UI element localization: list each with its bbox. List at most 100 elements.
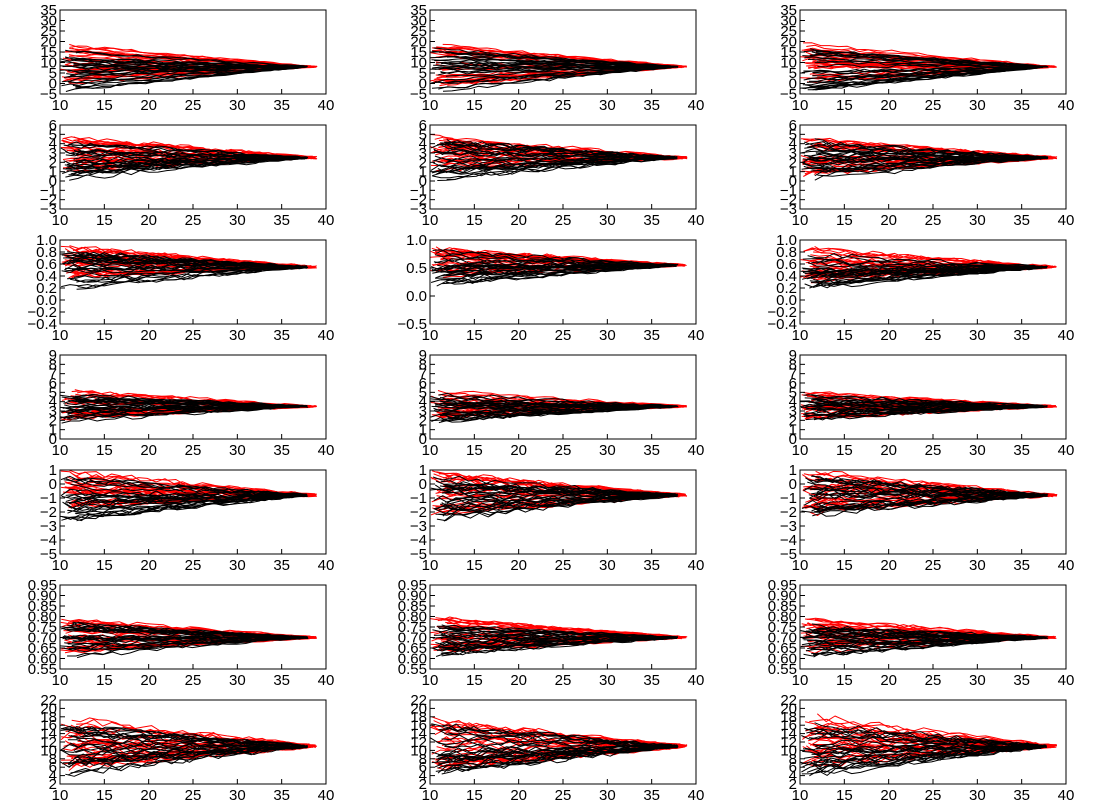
- x-tick-label: 40: [318, 672, 335, 689]
- y-tick-label: 1.0: [776, 232, 797, 249]
- series-line-black: [76, 252, 307, 268]
- y-tick-label: 0.65: [398, 640, 427, 657]
- series-line-black: [437, 744, 678, 757]
- x-tick-label: 10: [792, 672, 809, 689]
- y-tick-label: 0.6: [36, 256, 57, 273]
- y-tick-label: 2: [789, 154, 797, 171]
- y-tick-label: 3: [49, 403, 57, 420]
- y-tick-label: 2: [419, 776, 427, 793]
- y-tick-label: 30: [40, 13, 57, 30]
- series-line-black: [73, 494, 305, 511]
- series-line-black: [811, 636, 1043, 645]
- x-tick-label: 30: [599, 97, 616, 114]
- y-tick-label: 1: [419, 462, 427, 479]
- y-tick-label: 8: [49, 751, 57, 768]
- series-line-black: [435, 66, 675, 84]
- y-tick-label: −2: [780, 192, 797, 209]
- y-tick-label: 20: [780, 34, 797, 51]
- series-line-black: [802, 156, 1043, 163]
- y-tick-label: 3: [789, 145, 797, 162]
- series-group: [60, 43, 318, 92]
- x-tick-label: 30: [969, 672, 986, 689]
- x-tick-label: 15: [96, 212, 113, 229]
- x-tick-label: 20: [880, 327, 897, 344]
- y-tick-label: −0.2: [27, 304, 57, 321]
- x-tick-label: 20: [140, 672, 157, 689]
- series-line-black: [435, 265, 675, 279]
- series-line-black: [75, 493, 307, 500]
- series-line-black: [817, 64, 1048, 68]
- panel-r5-c3: 10 15 20 25 30 35 40 −5−4−3−2−101: [780, 462, 1074, 574]
- x-tick-label: 35: [1013, 442, 1030, 459]
- series-line-black: [61, 494, 301, 521]
- x-tick-label: 30: [229, 442, 246, 459]
- y-tick-label: 5: [419, 126, 427, 143]
- x-tick-label: 35: [1013, 787, 1030, 804]
- x-tick-label: 20: [140, 787, 157, 804]
- series-line-black: [446, 636, 678, 643]
- series-line-black: [63, 406, 304, 420]
- panel-r3-c3: 10 15 20 25 30 35 40 −0.4−0.20.00.20.40.60.81.0: [767, 232, 1074, 344]
- y-tick-label: 1.0: [406, 232, 427, 249]
- y-tick-label: 3: [789, 403, 797, 420]
- y-tick-label: 4: [789, 136, 797, 153]
- y-tick-label: −2: [40, 504, 57, 521]
- y-tick-label: −1: [40, 490, 57, 507]
- x-tick-label: 40: [688, 212, 705, 229]
- y-tick-label: 6: [49, 759, 57, 776]
- x-tick-label: 35: [1013, 212, 1030, 229]
- series-group: [60, 470, 317, 522]
- x-tick-label: 40: [1058, 212, 1075, 229]
- y-tick-label: −1: [40, 182, 57, 199]
- y-tick-label: 20: [410, 34, 427, 51]
- y-tick-label: −4: [40, 532, 57, 549]
- y-tick-label: 0.5: [406, 260, 427, 277]
- x-tick-label: 35: [1013, 672, 1030, 689]
- y-tick-label: 6: [419, 117, 427, 134]
- series-line-black: [817, 157, 1048, 173]
- y-tick-label: 8: [419, 751, 427, 768]
- y-tick-label: 9: [789, 347, 797, 364]
- x-tick-label: 35: [643, 442, 660, 459]
- series-line-black: [430, 143, 671, 158]
- series-line-black: [803, 152, 1044, 159]
- series-line-black: [66, 251, 307, 268]
- y-tick-label: 20: [40, 34, 57, 51]
- y-tick-label: −3: [780, 518, 797, 535]
- y-tick-label: 8: [419, 356, 427, 373]
- y-tick-label: 6: [789, 759, 797, 776]
- panel-r6-c3: 10 15 20 25 30 35 400.550.600.650.700.750.800.…: [768, 577, 1075, 689]
- x-tick-label: 15: [466, 557, 483, 574]
- x-tick-label: 15: [466, 787, 483, 804]
- series-line-black: [63, 65, 304, 78]
- x-tick-label: 10: [52, 787, 69, 804]
- x-tick-label: 10: [792, 557, 809, 574]
- series-line-black: [64, 264, 304, 271]
- y-tick-label: 9: [419, 347, 427, 364]
- panel-r5-c1: 10 15 20 25 30 35 40 −5−4−3−2−101: [40, 462, 334, 574]
- x-tick-label: 40: [1058, 672, 1075, 689]
- series-line-black: [447, 52, 679, 68]
- x-tick-label: 15: [836, 212, 853, 229]
- series-line-black: [72, 622, 303, 639]
- y-tick-label: 10: [780, 55, 797, 72]
- series-line-black: [441, 636, 673, 649]
- x-tick-label: 40: [688, 787, 705, 804]
- series-line-black: [431, 263, 671, 271]
- x-tick-label: 20: [140, 442, 157, 459]
- series-line-black: [65, 726, 305, 747]
- y-tick-label: −5: [780, 86, 797, 103]
- x-tick-label: 20: [880, 557, 897, 574]
- x-tick-label: 40: [1058, 327, 1075, 344]
- series-line-black: [436, 156, 676, 175]
- x-tick-label: 35: [643, 97, 660, 114]
- y-tick-label: 5: [789, 65, 797, 82]
- series-line-black: [75, 745, 307, 756]
- series-line-black: [809, 267, 1041, 289]
- y-tick-label: −3: [40, 518, 57, 535]
- series-line-black: [444, 141, 675, 159]
